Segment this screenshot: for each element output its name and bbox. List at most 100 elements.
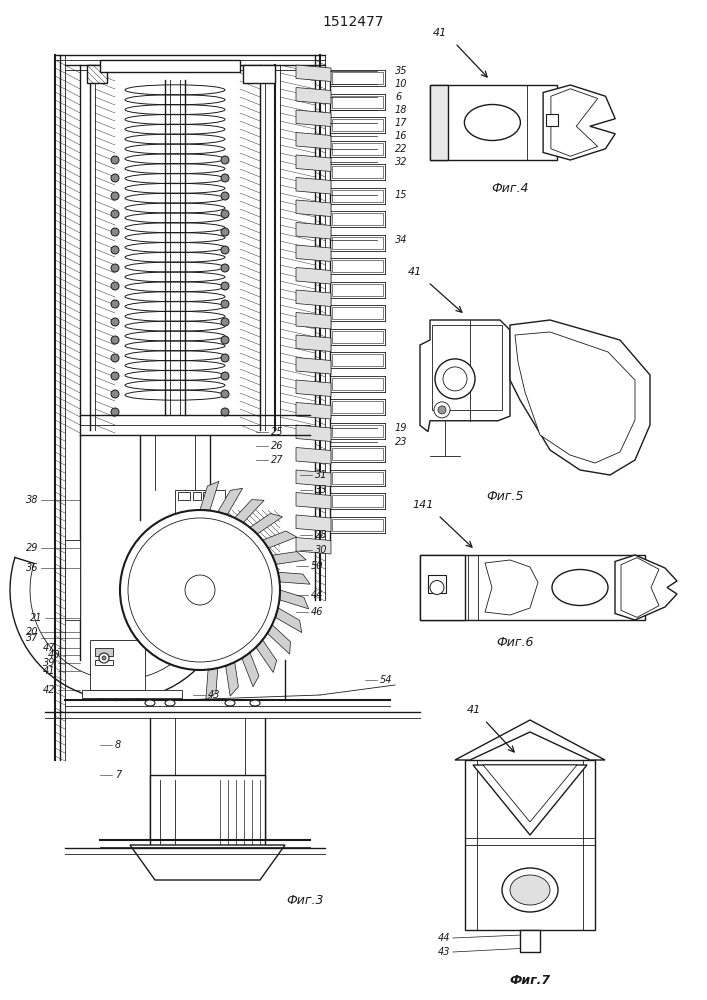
- Polygon shape: [235, 500, 264, 522]
- Polygon shape: [615, 555, 677, 620]
- Polygon shape: [296, 245, 331, 261]
- Ellipse shape: [443, 367, 467, 391]
- Bar: [332, 330, 383, 343]
- Ellipse shape: [111, 408, 119, 416]
- Polygon shape: [473, 765, 587, 835]
- Polygon shape: [257, 640, 276, 672]
- Bar: [95, 660, 113, 665]
- Ellipse shape: [221, 300, 229, 308]
- Polygon shape: [218, 488, 243, 514]
- Text: 32: 32: [395, 157, 407, 167]
- Polygon shape: [296, 223, 331, 239]
- Bar: [332, 72, 383, 84]
- Polygon shape: [226, 662, 238, 696]
- Polygon shape: [621, 558, 659, 617]
- Polygon shape: [296, 132, 331, 149]
- Bar: [203, 492, 211, 500]
- Text: 31: 31: [315, 470, 327, 480]
- Text: 15: 15: [395, 190, 407, 200]
- Polygon shape: [206, 668, 218, 700]
- Polygon shape: [296, 335, 331, 352]
- Ellipse shape: [111, 336, 119, 344]
- Polygon shape: [485, 560, 538, 615]
- Text: 141: 141: [412, 500, 433, 510]
- Text: 41: 41: [408, 267, 422, 277]
- Ellipse shape: [221, 336, 229, 344]
- Bar: [332, 401, 383, 413]
- Text: Фиг.3: Фиг.3: [286, 894, 324, 906]
- Ellipse shape: [185, 575, 215, 605]
- Ellipse shape: [111, 210, 119, 218]
- Text: 54: 54: [380, 675, 392, 685]
- Text: 33: 33: [315, 485, 327, 495]
- Text: 1512477: 1512477: [322, 15, 384, 29]
- Polygon shape: [296, 267, 331, 284]
- Text: 36: 36: [25, 563, 38, 573]
- Ellipse shape: [145, 700, 155, 706]
- Polygon shape: [242, 653, 259, 687]
- Ellipse shape: [111, 390, 119, 398]
- Ellipse shape: [221, 372, 229, 380]
- Text: 17: 17: [395, 118, 407, 128]
- Bar: [332, 354, 383, 366]
- Polygon shape: [296, 425, 331, 442]
- Text: 44: 44: [311, 590, 324, 600]
- Text: Фиг.6: Фиг.6: [496, 636, 534, 648]
- Ellipse shape: [464, 104, 520, 140]
- Polygon shape: [296, 290, 331, 306]
- Polygon shape: [543, 85, 615, 160]
- Ellipse shape: [221, 408, 229, 416]
- Text: 7: 7: [115, 770, 121, 780]
- Polygon shape: [510, 320, 650, 475]
- Bar: [332, 142, 383, 155]
- Polygon shape: [262, 531, 297, 548]
- Bar: [332, 495, 383, 507]
- Bar: [332, 448, 383, 460]
- Polygon shape: [515, 332, 635, 463]
- Polygon shape: [483, 765, 577, 822]
- Bar: [430, 85, 556, 160]
- Polygon shape: [296, 110, 331, 126]
- Ellipse shape: [221, 156, 229, 164]
- Bar: [430, 85, 448, 160]
- Text: 20: 20: [25, 627, 38, 637]
- Polygon shape: [551, 89, 597, 156]
- Polygon shape: [268, 625, 291, 654]
- Polygon shape: [296, 65, 331, 82]
- Bar: [95, 648, 113, 656]
- Ellipse shape: [221, 210, 229, 218]
- Ellipse shape: [128, 518, 272, 662]
- Ellipse shape: [221, 318, 229, 326]
- Text: 22: 22: [395, 144, 407, 154]
- Ellipse shape: [111, 354, 119, 362]
- Text: Фиг.7: Фиг.7: [510, 974, 551, 986]
- Text: 26: 26: [271, 441, 284, 451]
- Polygon shape: [296, 448, 331, 464]
- Polygon shape: [455, 720, 605, 760]
- Text: 39: 39: [42, 658, 55, 668]
- Ellipse shape: [502, 868, 558, 912]
- Polygon shape: [296, 200, 331, 217]
- Text: 47: 47: [42, 643, 55, 653]
- Ellipse shape: [111, 156, 119, 164]
- Text: 40: 40: [47, 650, 60, 660]
- Ellipse shape: [225, 700, 235, 706]
- Ellipse shape: [102, 656, 106, 660]
- Polygon shape: [296, 402, 331, 419]
- Polygon shape: [250, 513, 283, 534]
- Text: 27: 27: [271, 455, 284, 465]
- Text: 43: 43: [438, 947, 450, 957]
- Ellipse shape: [111, 372, 119, 380]
- Ellipse shape: [221, 354, 229, 362]
- Ellipse shape: [552, 570, 608, 605]
- Polygon shape: [296, 492, 331, 509]
- Ellipse shape: [221, 192, 229, 200]
- Ellipse shape: [435, 359, 475, 399]
- Text: 46: 46: [311, 607, 324, 617]
- Bar: [432, 325, 502, 410]
- Polygon shape: [296, 538, 331, 554]
- Bar: [243, 65, 275, 83]
- Polygon shape: [278, 572, 310, 584]
- Bar: [332, 190, 383, 202]
- Bar: [428, 574, 446, 592]
